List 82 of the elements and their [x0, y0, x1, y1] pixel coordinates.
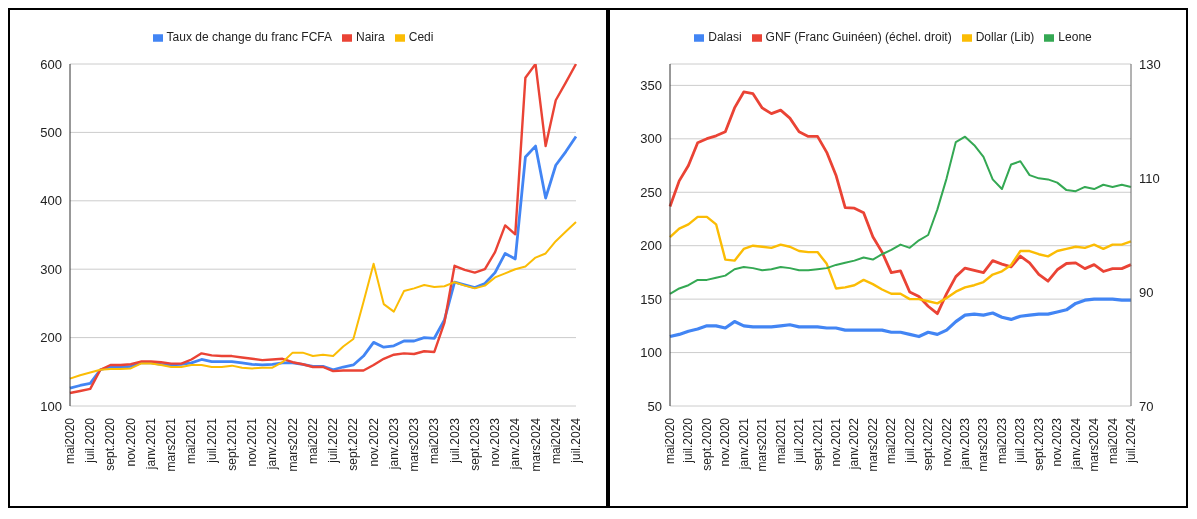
y2-tick-label: 90	[1139, 284, 1154, 300]
y-tick-label: 500	[40, 125, 62, 141]
x-tick-label: juil.2021	[204, 417, 219, 464]
x-tick-label: sept.2023	[1031, 417, 1046, 471]
x-tick-label: juil.2024	[1124, 417, 1138, 464]
y-tick-label: 300	[40, 261, 62, 277]
y-tick-label: 150	[640, 291, 662, 307]
y-tick-label: 250	[640, 184, 662, 200]
x-tick-label: mars2023	[976, 417, 991, 472]
x-tick-label: juil.2023	[1013, 417, 1028, 464]
x-tick-label: mai2021	[773, 417, 788, 465]
x-tick-label: mars2024	[528, 417, 543, 472]
legend-label: Dollar (Lib)	[975, 30, 1035, 44]
y-tick-label: 600	[40, 56, 62, 72]
x-tick-label: mai2021	[184, 417, 199, 465]
line-series	[69, 221, 577, 380]
legend-label: GNF (Franc Guinéen) (échel. droit)	[765, 30, 952, 44]
x-tick-label: nov.2022	[939, 417, 954, 467]
y-tick-label: 350	[640, 77, 662, 93]
x-tick-label: sept.2022	[921, 417, 936, 471]
line-series	[669, 135, 1132, 295]
y-tick-label: 200	[640, 238, 662, 254]
x-tick-label: mai2020	[63, 417, 77, 465]
x-tick-label: janv.2022	[847, 417, 862, 471]
y-tick-label: 400	[40, 193, 62, 209]
x-tick-label: nov.2021	[245, 417, 260, 467]
x-tick-label: nov.2020	[718, 417, 733, 467]
legend-label: Leone	[1058, 30, 1092, 44]
x-tick-label: nov.2023	[488, 417, 503, 467]
x-tick-label: mai2023	[994, 417, 1009, 465]
legend-label: Dalasi	[708, 30, 742, 44]
x-tick-label: janv.2024	[1068, 417, 1083, 471]
y-tick-label: 100	[40, 398, 62, 414]
x-tick-label: mars2022	[285, 417, 300, 472]
x-tick-label: mars2022	[865, 417, 880, 472]
x-tick-label: mai2023	[427, 417, 442, 465]
x-tick-label: janv.2023	[958, 417, 973, 471]
y2-tick-label: 110	[1139, 170, 1160, 186]
x-tick-label: mai2024	[548, 417, 563, 465]
x-tick-label: mars2024	[1087, 417, 1102, 472]
x-tick-label: mars2023	[407, 417, 422, 472]
x-tick-label: mai2020	[663, 417, 677, 465]
legend-label: Naira	[356, 30, 385, 44]
x-tick-label: janv.2021	[143, 417, 158, 471]
x-tick-label: nov.2020	[123, 417, 138, 467]
x-tick-label: sept.2023	[467, 417, 482, 471]
x-tick-label: mai2024	[1105, 417, 1120, 465]
x-tick-label: nov.2023	[1050, 417, 1065, 467]
x-tick-label: janv.2023	[386, 417, 401, 471]
x-tick-label: sept.2021	[810, 417, 825, 471]
legend-label: Taux de change du franc FCFA	[166, 30, 333, 44]
y-tick-label: 100	[640, 345, 662, 361]
line-series	[668, 297, 1133, 339]
y-tick-label: 200	[40, 330, 62, 346]
x-tick-label: sept.2021	[224, 417, 239, 471]
x-tick-label: sept.2020	[699, 417, 714, 471]
x-tick-label: nov.2022	[366, 417, 381, 467]
x-tick-label: mars2021	[755, 417, 770, 472]
line-series	[68, 64, 578, 395]
y-tick-label: 50	[647, 398, 662, 414]
x-tick-label: juil.2021	[792, 417, 807, 464]
x-tick-label: mai2022	[305, 417, 320, 465]
legend-label: Cedi	[408, 30, 434, 44]
y-tick-label: 300	[640, 131, 662, 147]
x-tick-label: juil.2020	[83, 417, 98, 464]
y2-tick-label: 130	[1139, 56, 1161, 72]
x-tick-label: juil.2022	[326, 417, 341, 464]
x-tick-label: nov.2021	[828, 417, 843, 467]
x-tick-label: janv.2021	[736, 417, 751, 471]
x-tick-label: janv.2022	[265, 417, 280, 471]
x-tick-label: juil.2024	[569, 417, 583, 464]
x-tick-label: janv.2024	[508, 417, 523, 471]
x-tick-label: sept.2022	[346, 417, 361, 471]
x-tick-label: mars2021	[164, 417, 179, 472]
line-series	[668, 90, 1133, 316]
x-tick-label: mai2022	[884, 417, 899, 465]
x-tick-label: juil.2020	[681, 417, 696, 464]
y2-tick-label: 70	[1139, 398, 1154, 414]
x-tick-label: sept.2020	[103, 417, 118, 471]
x-tick-label: juil.2023	[447, 417, 462, 464]
line-series	[668, 215, 1133, 305]
x-tick-label: juil.2022	[902, 417, 917, 464]
